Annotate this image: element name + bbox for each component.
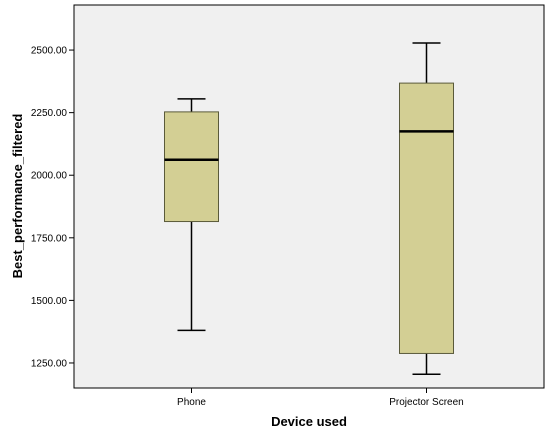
y-tick-label: 2000.00: [31, 171, 68, 182]
y-axis-ticks: 1250.00 1500.00 1750.00 2000.00 2250.00 2500.…: [31, 46, 74, 369]
x-tick-label: Projector Screen: [389, 397, 463, 408]
box-1: [164, 98, 219, 332]
boxes: [164, 42, 454, 375]
x-tick-label: Phone: [177, 397, 206, 408]
x-axis-labels: Phone Projector Screen: [177, 388, 464, 408]
y-tick-label: 2250.00: [31, 108, 68, 119]
y-tick-label: 1250.00: [31, 358, 68, 369]
box-2: [399, 42, 454, 375]
iqr-box: [164, 111, 219, 223]
y-tick-label: 1750.00: [31, 233, 68, 244]
plot-area: [73, 4, 545, 389]
y-tick-label: 1500.00: [31, 296, 68, 307]
y-tick-label: 2500.00: [31, 46, 68, 57]
y-axis-title: Best_performance_filtered: [10, 114, 25, 279]
iqr-box: [399, 82, 454, 354]
x-axis-title: Device used: [271, 414, 347, 429]
